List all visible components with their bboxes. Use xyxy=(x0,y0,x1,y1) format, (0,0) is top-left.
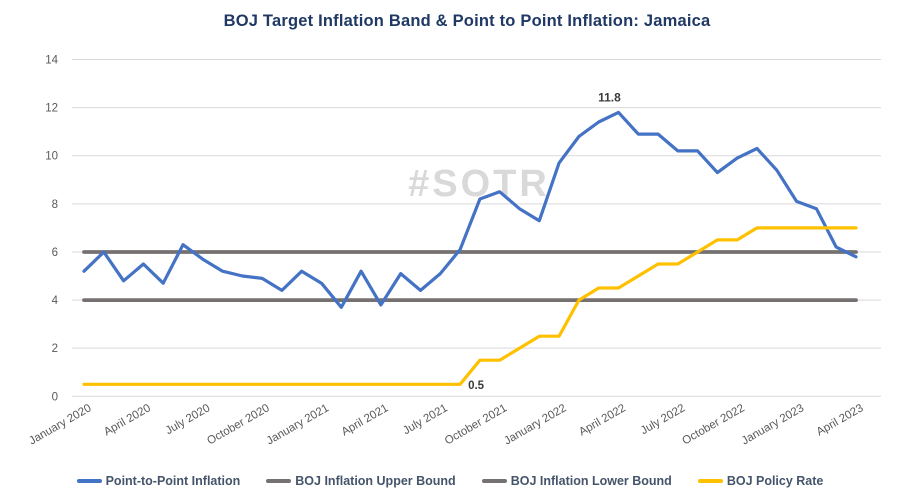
y-axis-label: 8 xyxy=(52,199,58,211)
y-axis-label: 2 xyxy=(52,343,58,355)
legend-label: BOJ Inflation Upper Bound xyxy=(295,474,456,488)
x-axis-label: April 2020 xyxy=(102,402,153,438)
legend-label: BOJ Inflation Lower Bound xyxy=(510,474,672,488)
x-axis-label: April 2022 xyxy=(577,402,628,438)
x-axis-label: October 2021 xyxy=(443,402,509,447)
watermark: #SOTR xyxy=(408,163,550,205)
peak-value-label: 11.8 xyxy=(598,90,621,104)
y-axis-label: 0 xyxy=(52,391,58,403)
x-axis-label: January 2021 xyxy=(265,402,331,447)
legend-label: BOJ Policy Rate xyxy=(726,474,824,488)
x-axis-label: July 2022 xyxy=(639,402,688,437)
chart-title: BOJ Target Inflation Band & Point to Poi… xyxy=(223,12,711,30)
legend-item: BOJ Policy Rate xyxy=(697,474,824,488)
legend-swatch xyxy=(481,479,507,483)
x-axis-label: July 2021 xyxy=(401,402,450,437)
x-axis-label: October 2020 xyxy=(205,402,271,447)
legend-item: Point-to-Point Inflation xyxy=(76,474,241,488)
x-axis-label: January 2020 xyxy=(27,402,93,447)
y-axis-labels: 0 2 4 6 8 10 12 14 xyxy=(45,55,58,404)
x-axis-label: January 2022 xyxy=(502,402,568,447)
legend-item: BOJ Inflation Lower Bound xyxy=(481,474,672,488)
x-axis-label: April 2021 xyxy=(340,402,391,438)
y-axis-label: 10 xyxy=(45,151,58,163)
y-axis-label: 14 xyxy=(45,55,58,67)
series-boj-policy-rate xyxy=(82,226,858,386)
legend-swatch xyxy=(266,479,292,483)
plot-area: 0 2 4 6 8 10 12 14 January 2020 April 2020 July 20… xyxy=(27,55,881,447)
y-axis-label: 4 xyxy=(52,295,59,307)
legend-swatch xyxy=(697,479,723,483)
legend-item: BOJ Inflation Upper Bound xyxy=(266,474,456,488)
y-axis-label: 6 xyxy=(52,247,58,259)
x-axis-label: July 2020 xyxy=(164,402,213,437)
policy-rate-start-label: 0.5 xyxy=(468,380,485,392)
legend: Point-to-Point Inflation BOJ Inflation Up… xyxy=(0,474,900,488)
y-axis-label: 12 xyxy=(45,103,58,115)
x-axis-label: January 2023 xyxy=(740,402,806,447)
legend-swatch xyxy=(76,479,102,483)
series-point-to-point-inflation xyxy=(82,110,858,309)
x-axis-label: April 2023 xyxy=(815,402,866,438)
x-axis-label: October 2022 xyxy=(680,402,746,447)
legend-label: Point-to-Point Inflation xyxy=(105,474,241,488)
